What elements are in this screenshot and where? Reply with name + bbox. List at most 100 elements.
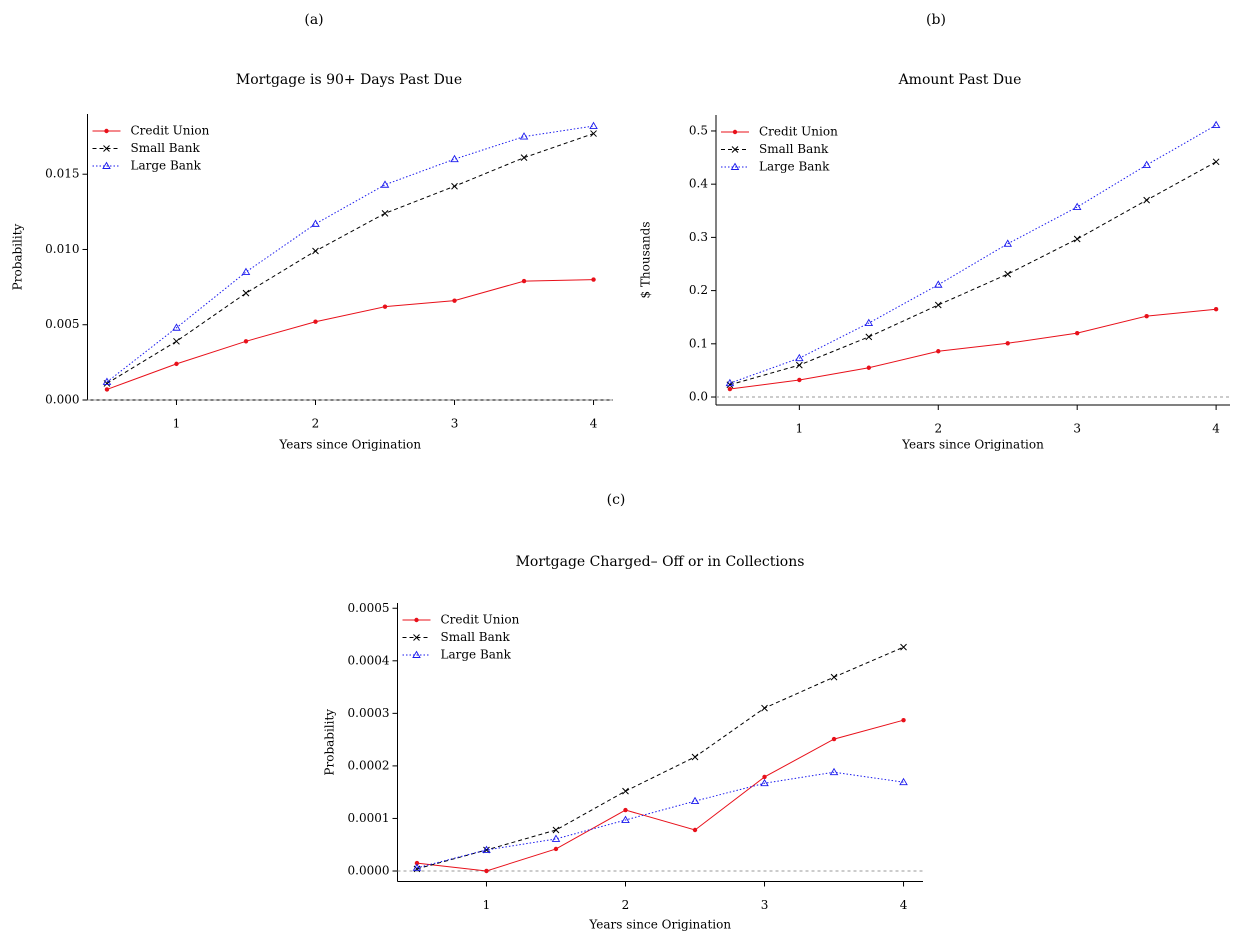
panel-label: (a) bbox=[304, 12, 323, 28]
legend-marker bbox=[104, 128, 109, 134]
point bbox=[1213, 307, 1219, 312]
legend-marker bbox=[731, 146, 739, 153]
y-tick-label: 0.010 bbox=[45, 242, 79, 256]
point bbox=[552, 826, 560, 834]
point bbox=[482, 845, 491, 853]
series-line bbox=[416, 771, 904, 869]
legend-label: Credit Union bbox=[131, 124, 210, 138]
legend-label: Large Bank bbox=[759, 160, 830, 174]
point bbox=[450, 154, 459, 163]
point bbox=[452, 298, 457, 303]
point bbox=[483, 846, 490, 854]
point bbox=[313, 319, 318, 324]
point bbox=[172, 323, 181, 331]
chart-title: Mortgage is 90+ Days Past Due bbox=[236, 72, 462, 88]
point bbox=[1003, 239, 1013, 247]
point bbox=[866, 365, 872, 370]
point bbox=[520, 154, 528, 162]
y-tick-label: 0.1 bbox=[689, 336, 708, 350]
x-tick-label: 2 bbox=[622, 898, 630, 912]
legend-label: Credit Union bbox=[441, 613, 520, 627]
point bbox=[1142, 160, 1151, 168]
point bbox=[173, 337, 180, 345]
chart-title: Mortgage Charged– Off or in Collections bbox=[516, 554, 805, 570]
x-tick-label: 3 bbox=[451, 417, 459, 431]
point bbox=[901, 717, 906, 723]
legend-marker bbox=[413, 634, 420, 641]
legend-marker bbox=[103, 145, 110, 152]
series-line bbox=[729, 161, 1217, 386]
point bbox=[762, 774, 767, 780]
point bbox=[1143, 196, 1151, 204]
point bbox=[1004, 270, 1012, 278]
y-tick-label: 0.0003 bbox=[348, 706, 390, 720]
point bbox=[900, 643, 907, 651]
point bbox=[1005, 341, 1010, 346]
point bbox=[795, 361, 803, 369]
y-tick-label: 0.015 bbox=[45, 167, 79, 181]
point bbox=[519, 132, 529, 140]
point bbox=[380, 180, 390, 188]
point bbox=[831, 736, 837, 742]
x-tick-label: 3 bbox=[1073, 422, 1081, 436]
x-tick-label: 1 bbox=[173, 417, 181, 431]
point bbox=[241, 267, 251, 276]
point bbox=[621, 815, 630, 823]
point bbox=[1144, 313, 1149, 319]
x-tick-label: 4 bbox=[900, 898, 908, 912]
y-tick-label: 0.0005 bbox=[348, 601, 390, 615]
legend-label: Small Bank bbox=[131, 141, 201, 155]
point bbox=[1072, 202, 1082, 211]
point bbox=[622, 787, 629, 795]
x-axis-label: Years since Origination bbox=[901, 438, 1044, 452]
legend-marker bbox=[102, 161, 111, 169]
point bbox=[691, 753, 699, 761]
point bbox=[451, 182, 458, 190]
point bbox=[864, 318, 874, 327]
point bbox=[725, 378, 735, 387]
point bbox=[829, 767, 839, 776]
point bbox=[412, 863, 422, 871]
x-tick-label: 1 bbox=[483, 898, 491, 912]
point bbox=[936, 349, 941, 354]
point bbox=[727, 386, 733, 392]
point bbox=[1212, 158, 1220, 166]
chart-title: Amount Past Due bbox=[898, 72, 1022, 88]
x-tick-label: 2 bbox=[934, 422, 942, 436]
x-axis-label: Years since Origination bbox=[278, 438, 421, 452]
y-tick-label: 0.2 bbox=[689, 283, 708, 297]
y-tick-label: 0.000 bbox=[45, 393, 79, 407]
point bbox=[553, 846, 559, 852]
x-tick-label: 3 bbox=[761, 898, 769, 912]
point bbox=[242, 289, 250, 297]
point bbox=[899, 777, 908, 786]
y-tick-label: 0.5 bbox=[689, 123, 708, 137]
point bbox=[692, 827, 698, 833]
y-axis-label: Probability bbox=[11, 223, 25, 290]
legend-marker bbox=[414, 617, 419, 623]
point bbox=[521, 278, 527, 284]
point bbox=[1073, 235, 1081, 243]
y-tick-label: 0.0000 bbox=[348, 863, 390, 877]
legend-label: Small Bank bbox=[759, 142, 829, 156]
legend-label: Small Bank bbox=[441, 630, 511, 644]
y-tick-label: 0.0004 bbox=[348, 653, 390, 667]
point bbox=[311, 219, 320, 227]
point bbox=[312, 247, 319, 255]
x-tick-label: 4 bbox=[1212, 422, 1220, 436]
point bbox=[865, 333, 873, 341]
x-tick-label: 2 bbox=[312, 417, 320, 431]
series-line bbox=[416, 646, 904, 870]
point bbox=[690, 796, 700, 805]
point bbox=[933, 280, 943, 288]
point bbox=[934, 301, 942, 309]
point bbox=[591, 277, 596, 282]
point bbox=[761, 704, 768, 712]
x-axis-label: Years since Origination bbox=[588, 918, 731, 932]
point bbox=[1211, 120, 1221, 129]
point bbox=[484, 868, 489, 874]
x-tick-label: 1 bbox=[796, 422, 804, 436]
point bbox=[797, 377, 802, 383]
point bbox=[760, 778, 769, 787]
point bbox=[623, 807, 628, 813]
